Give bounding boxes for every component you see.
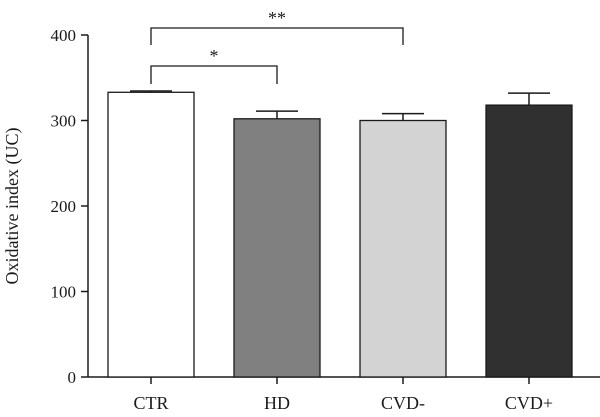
bar-cvd — [359, 119, 447, 378]
bar-cvd — [485, 104, 573, 378]
y-tick-label: 400 — [51, 26, 77, 45]
error-bars — [130, 90, 550, 121]
y-axis-title: Oxidative index (UC) — [2, 128, 23, 285]
x-tick-label: CTR — [133, 393, 168, 413]
y-tick-label: 100 — [51, 283, 77, 302]
significance-brackets: *** — [150, 8, 404, 84]
significance-label: ** — [268, 8, 286, 28]
significance-bracket — [150, 65, 278, 84]
x-tick-label: CVD- — [381, 393, 425, 413]
bars — [107, 91, 573, 378]
y-tick-label: 0 — [68, 368, 77, 387]
axes: 0 100 200 300 400 CTR HD CVD- CVD+ — [51, 26, 600, 413]
y-tick-label: 200 — [51, 197, 77, 216]
bar-ctr — [107, 91, 195, 378]
bar-hd — [233, 118, 321, 378]
x-tick-label: CVD+ — [505, 393, 553, 413]
significance-label: * — [210, 46, 219, 66]
x-tick-label: HD — [264, 393, 290, 413]
y-tick-label: 300 — [51, 112, 77, 131]
significance-bracket — [150, 27, 404, 45]
